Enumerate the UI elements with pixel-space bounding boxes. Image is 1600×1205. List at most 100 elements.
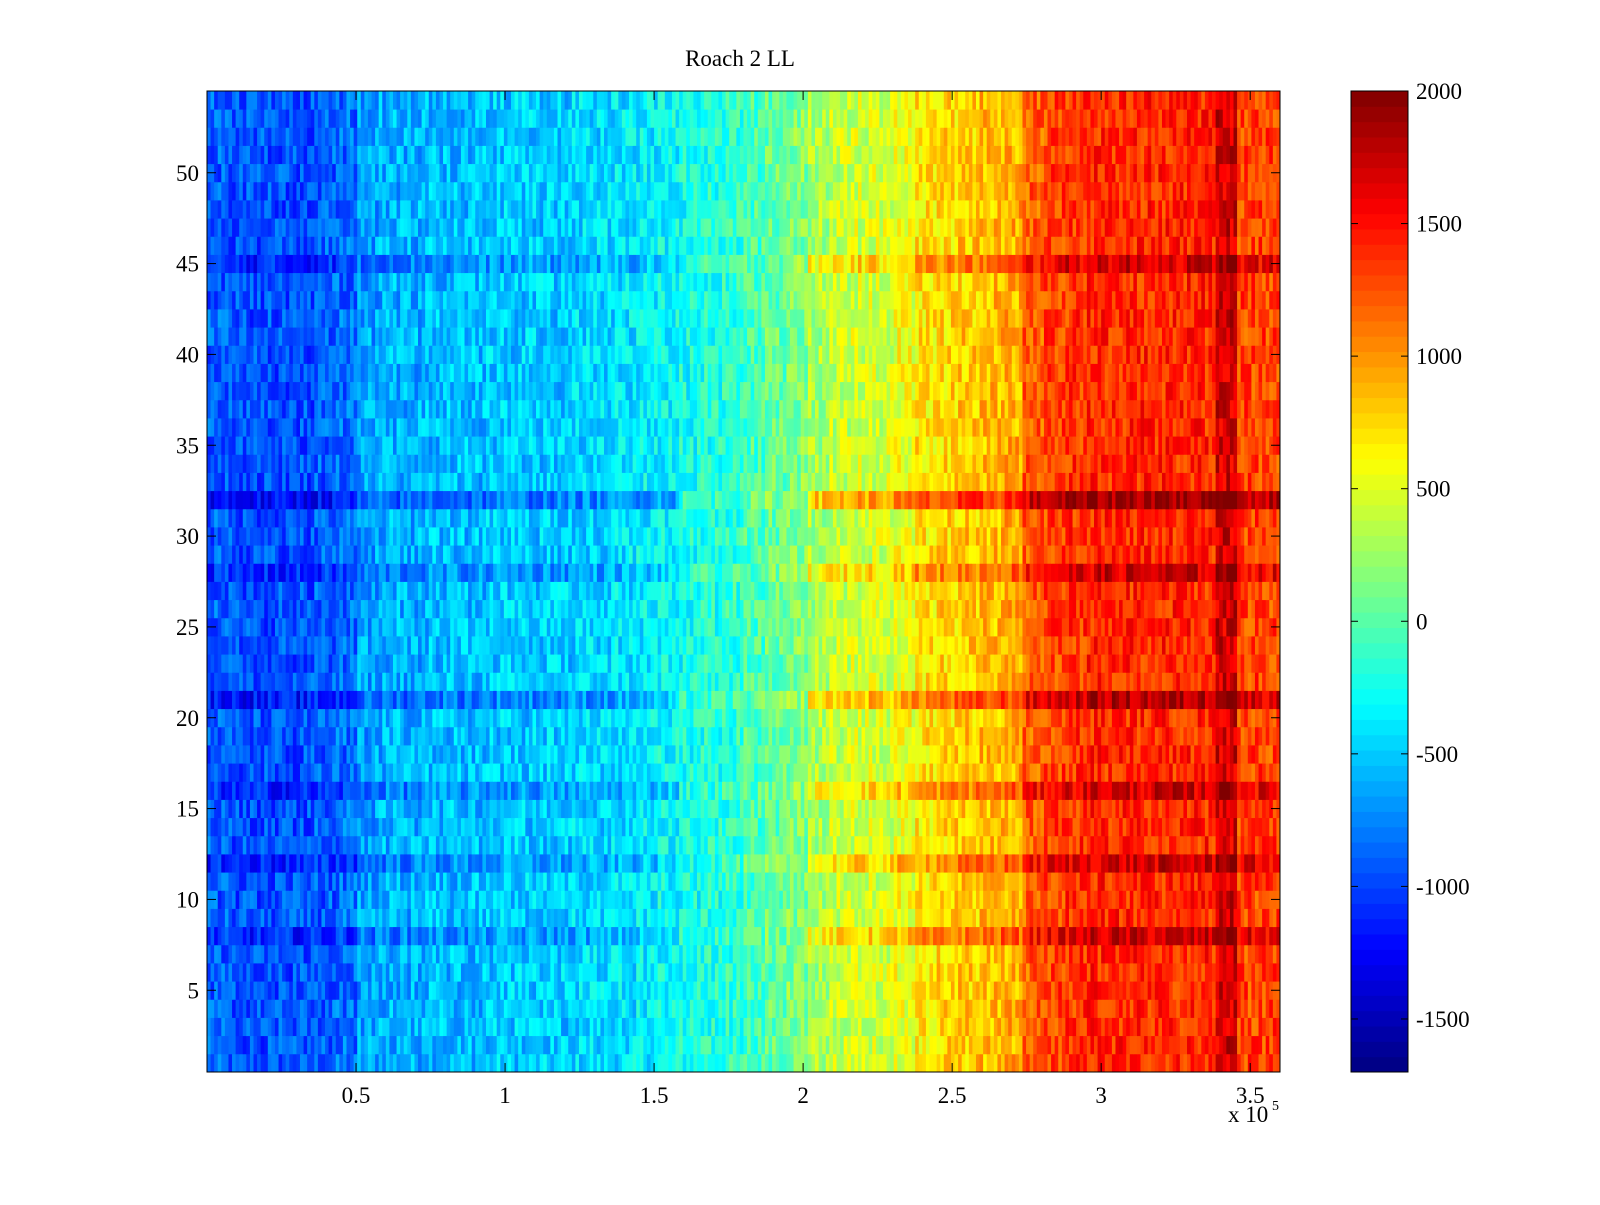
heatmap-cell (217, 799, 222, 819)
heatmap-cell (221, 890, 226, 909)
heatmap-cell (478, 908, 483, 928)
heatmap-cell (1258, 854, 1263, 873)
heatmap-cell (1222, 908, 1227, 928)
heatmap-cell (425, 1035, 430, 1055)
heatmap-cell (815, 1035, 820, 1055)
heatmap-cell (1133, 1035, 1138, 1055)
heatmap-cell (965, 908, 970, 928)
heatmap-cell (1265, 999, 1270, 1018)
heatmap-cell (1111, 944, 1116, 964)
heatmap-cell (779, 908, 784, 928)
heatmap-cell (1161, 926, 1166, 946)
heatmap-cell (1029, 854, 1034, 873)
heatmap-cell (1079, 890, 1084, 909)
heatmap-cell (414, 854, 419, 873)
heatmap-cell (890, 963, 895, 982)
heatmap-cell (761, 1017, 766, 1037)
heatmap-cell (843, 944, 848, 964)
heatmap-cell (364, 763, 369, 782)
heatmap-cell (1233, 799, 1238, 819)
heatmap-cell (900, 1035, 905, 1055)
heatmap-cell (714, 1053, 719, 1073)
heatmap-cell (1108, 799, 1113, 819)
heatmap-cell (435, 890, 440, 909)
heatmap-cell (1169, 1017, 1174, 1037)
heatmap-cell (260, 835, 265, 855)
heatmap-cell (933, 835, 938, 855)
heatmap-cell (314, 1053, 319, 1073)
heatmap-cell (528, 981, 533, 1000)
heatmap-cell (825, 799, 830, 819)
heatmap-cell (271, 781, 276, 800)
heatmap-cell (629, 1035, 634, 1055)
heatmap-cell (768, 872, 773, 891)
heatmap-cell (911, 835, 916, 855)
heatmap-cell (235, 835, 240, 855)
heatmap-cell (1208, 872, 1213, 891)
heatmap-cell (693, 763, 698, 782)
heatmap-cell (854, 981, 859, 1000)
heatmap-cell (1043, 854, 1048, 873)
heatmap-cell (224, 763, 229, 782)
heatmap-cell (979, 872, 984, 891)
heatmap-cell (614, 1035, 619, 1055)
heatmap-cell (1158, 981, 1163, 1000)
heatmap-cell (689, 854, 694, 873)
heatmap-cell (1094, 1053, 1098, 1073)
heatmap-cell (1015, 835, 1020, 855)
heatmap-cell (961, 1053, 966, 1073)
heatmap-cell (993, 999, 998, 1018)
heatmap-cell (1151, 781, 1156, 800)
heatmap-cell (1033, 1017, 1038, 1037)
heatmap-cell (657, 817, 662, 837)
heatmap-cell (278, 799, 283, 819)
heatmap-cell (1140, 835, 1145, 855)
heatmap-cell (1079, 1017, 1084, 1037)
heatmap-cell (382, 908, 387, 928)
heatmap-cell (925, 799, 930, 819)
heatmap-cell (496, 1053, 501, 1073)
heatmap-cells (207, 91, 1281, 1073)
heatmap-cell (1262, 908, 1267, 928)
heatmap-cell (1097, 781, 1102, 800)
heatmap-cell (875, 963, 880, 982)
heatmap-cell (643, 999, 648, 1018)
heatmap-cell (1043, 872, 1048, 891)
heatmap-cell (729, 763, 734, 782)
heatmap-cell (546, 981, 551, 1000)
heatmap-cell (432, 781, 437, 800)
heatmap-cell (1094, 944, 1098, 964)
heatmap-cell (611, 999, 616, 1018)
heatmap-cell (832, 854, 837, 873)
heatmap-cell (757, 763, 762, 782)
heatmap-cell (1251, 963, 1256, 982)
heatmap-cell (435, 1053, 440, 1073)
heatmap-cell (675, 1017, 680, 1037)
heatmap-cell (1136, 1053, 1141, 1073)
heatmap-cell (968, 1035, 973, 1055)
heatmap-cell (1179, 963, 1184, 982)
heatmap-cell (950, 890, 955, 909)
heatmap-cell (561, 908, 566, 928)
heatmap-cell (1108, 1017, 1113, 1037)
heatmap-cell (418, 981, 422, 1000)
heatmap-cell (310, 926, 315, 946)
heatmap-cell (1026, 1035, 1031, 1055)
heatmap-cell (600, 926, 605, 946)
heatmap-cell (607, 763, 612, 782)
heatmap-cell (1008, 999, 1013, 1018)
heatmap-cell (507, 1053, 512, 1073)
heatmap-cell (997, 963, 1002, 982)
heatmap-cell (468, 763, 473, 782)
heatmap-cell (790, 890, 794, 909)
heatmap-cell (1212, 817, 1217, 837)
heatmap-cell (632, 817, 637, 837)
heatmap-cell (629, 944, 634, 964)
heatmap-cell (1197, 890, 1202, 909)
heatmap-cell (1262, 999, 1267, 1018)
heatmap-cell (1197, 799, 1202, 819)
heatmap-cell (704, 981, 709, 1000)
heatmap-cell (972, 1017, 977, 1037)
heatmap-cell (428, 872, 433, 891)
heatmap-cell (453, 1035, 458, 1055)
